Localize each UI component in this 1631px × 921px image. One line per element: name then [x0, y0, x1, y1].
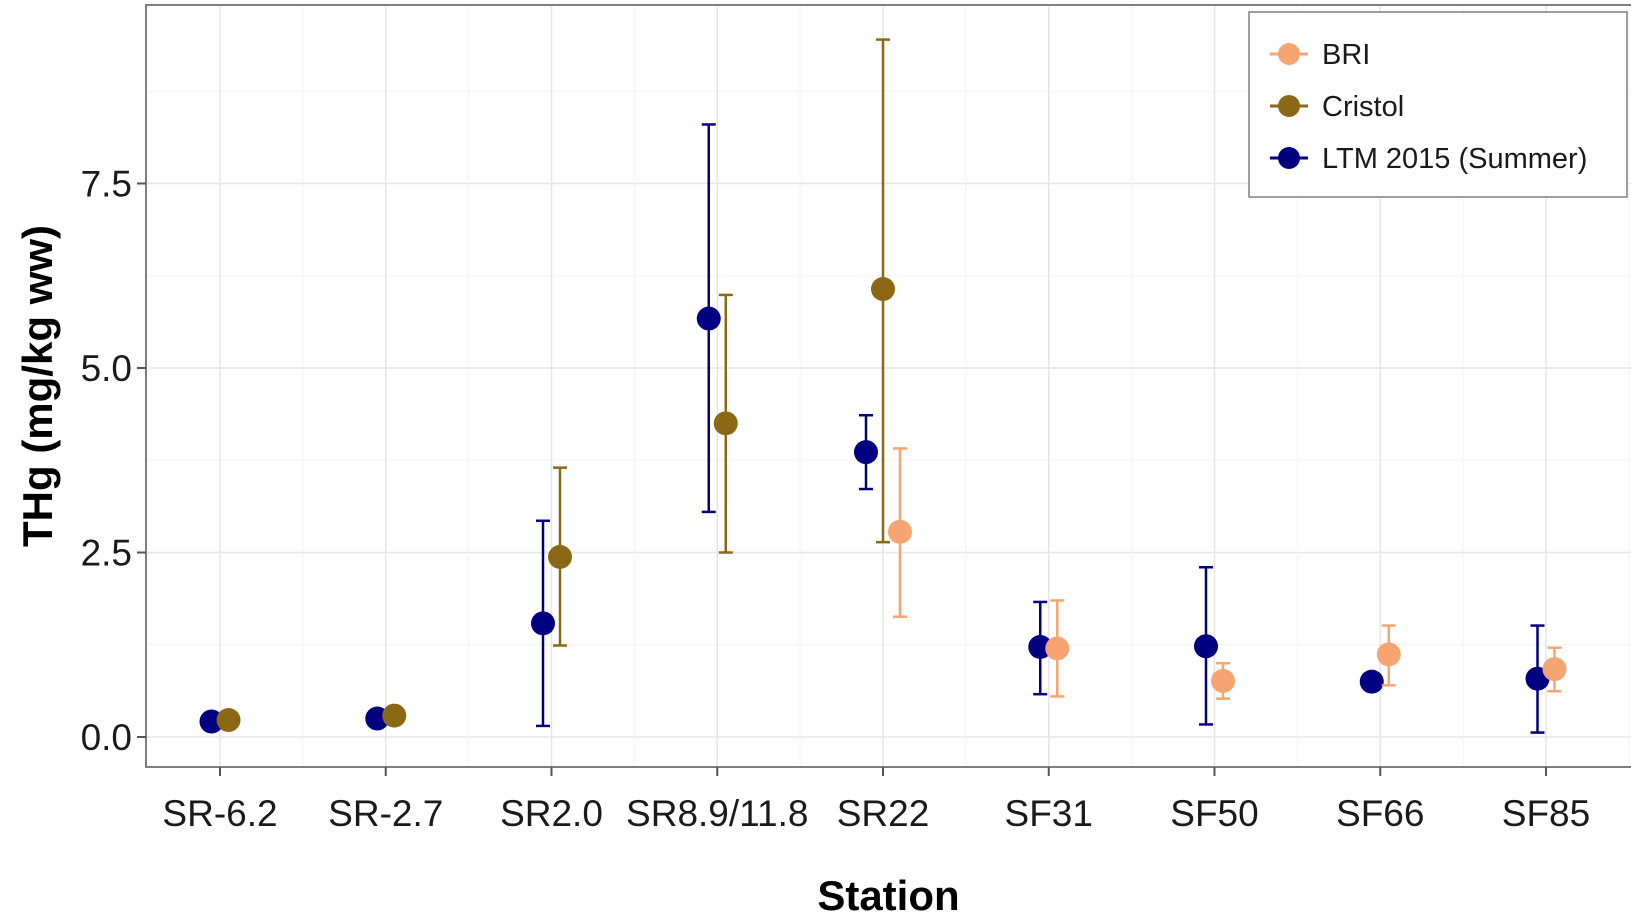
legend-key-marker [1278, 43, 1300, 65]
grid-lines [146, 5, 1631, 767]
legend-key-marker [1278, 95, 1300, 117]
x-tick-label: SF50 [1170, 793, 1258, 834]
data-point [1194, 634, 1218, 659]
data-layer [199, 38, 1567, 734]
legend-entry: BRI [1270, 39, 1370, 71]
x-tick-label: SF85 [1502, 793, 1590, 834]
data-point [1359, 669, 1384, 694]
y-axis-title: THg (mg/kg ww) [14, 225, 61, 547]
data-point [1211, 668, 1235, 693]
legend-entry: Cristol [1270, 91, 1404, 123]
x-axis-title: Station [817, 872, 959, 919]
data-point [1045, 636, 1070, 661]
legend: BRI Cristol LTM 2015 (Summer) [1248, 11, 1628, 198]
data-point [382, 703, 407, 728]
legend-label: BRI [1322, 39, 1370, 71]
data-point [1376, 642, 1401, 667]
x-tick-label: SR2.0 [500, 793, 603, 834]
legend-entry: LTM 2015 (Summer) [1270, 143, 1587, 175]
y-tick-label: 7.5 [81, 164, 132, 205]
x-tick-label: SF31 [1005, 793, 1093, 834]
axes: 0.0 2.5 5.0 7.5 SR-6.2 SR-2.7 SR2.0 SR8.9/11.8 S… [81, 164, 1591, 835]
legend-box [1248, 11, 1628, 198]
data-point [216, 708, 241, 733]
data-point [871, 277, 895, 302]
x-tick-label: SF66 [1336, 793, 1424, 834]
x-tick-label: SR-2.7 [328, 793, 443, 834]
x-tick-label: SR22 [837, 793, 930, 834]
data-point [854, 440, 878, 465]
data-point [713, 411, 738, 436]
data-point [531, 611, 555, 636]
data-point [1542, 657, 1567, 682]
data-point [888, 519, 912, 544]
legend-key-marker [1278, 147, 1300, 169]
legend-label: Cristol [1322, 91, 1404, 123]
y-tick-label: 5.0 [81, 348, 132, 389]
data-point [548, 544, 572, 569]
legend-label: LTM 2015 (Summer) [1322, 143, 1587, 175]
x-tick-label: SR-6.2 [162, 793, 277, 834]
data-point [696, 306, 721, 331]
plot-border [145, 4, 1631, 768]
y-tick-label: 2.5 [81, 533, 132, 574]
x-tick-label: SR8.9/11.8 [626, 793, 808, 834]
y-tick-label: 0.0 [81, 717, 132, 758]
